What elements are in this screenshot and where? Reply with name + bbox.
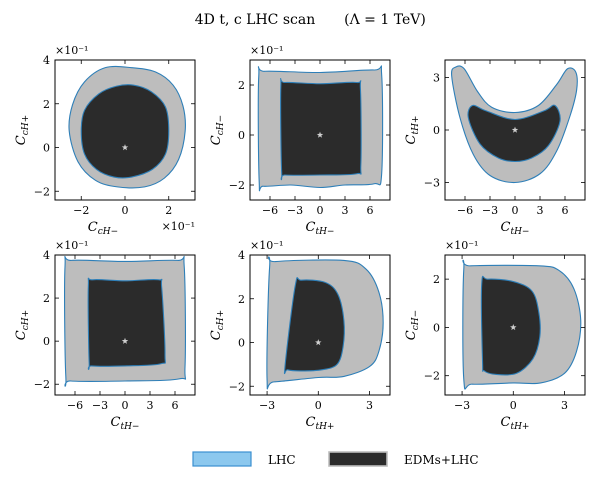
- axes-frame: [444, 254, 586, 396]
- y-axis-label: CcH+: [14, 115, 31, 145]
- plot-area: [266, 256, 384, 390]
- y-tick-label: 0: [238, 129, 245, 142]
- x-tick-label: 3: [366, 399, 373, 412]
- y-tick-label: −2: [229, 380, 245, 393]
- x-tick-label: 3: [537, 204, 544, 217]
- y-tick-label: 0: [43, 335, 50, 348]
- panel-3: −6 −3 0 3 6 −3 0 3 CtH− CtH+: [404, 59, 586, 237]
- x-tick-label: 2: [165, 204, 172, 217]
- x-tick-label: −6: [67, 399, 83, 412]
- y-tick-label: −2: [34, 378, 50, 391]
- x-axis-label: CtH−: [501, 220, 530, 237]
- best-fit-star-icon: [121, 144, 129, 151]
- x-tick-label: 0: [122, 399, 129, 412]
- x-tick-label: −3: [259, 399, 275, 412]
- edm-lhc-region: [480, 275, 541, 376]
- legend-label-lhc: LHC: [268, 453, 296, 467]
- x-axis-label: CtH−: [111, 415, 140, 432]
- plot-area: [68, 65, 186, 189]
- x-tick-label: −3: [92, 399, 108, 412]
- y-axis-label: CcH+: [209, 310, 226, 340]
- x-axis-label: CcH−: [88, 220, 118, 237]
- y-tick-label: 0: [238, 337, 245, 350]
- y-tick-label: 4: [238, 249, 245, 262]
- plot-area: [451, 65, 578, 184]
- axes-frame: [249, 254, 391, 396]
- x-tick-label: 0: [510, 399, 517, 412]
- y-tick-label: −2: [424, 370, 440, 383]
- best-fit-star-icon: [121, 337, 129, 344]
- edm-lhc-region: [467, 104, 561, 163]
- y-tick-label: 4: [43, 249, 50, 262]
- title-text: 4D t, c LHC scan: [195, 12, 315, 28]
- x-tick-label: −3: [454, 399, 470, 412]
- y-tick-label: −3: [424, 177, 440, 190]
- plot-area: [64, 255, 187, 387]
- y-exponent-label: ×10⁻¹: [250, 44, 283, 57]
- y-tick-label: 0: [433, 321, 440, 334]
- x-tick-label: 3: [561, 399, 568, 412]
- y-tick-label: 3: [433, 72, 440, 85]
- x-exponent-label: ×10⁻¹: [162, 220, 195, 233]
- y-tick-label: 0: [433, 124, 440, 137]
- y-tick-label: −2: [34, 185, 50, 198]
- x-tick-label: −6: [457, 204, 473, 217]
- x-axis-label: CtH+: [306, 415, 335, 432]
- x-tick-label: 0: [122, 204, 129, 217]
- best-fit-star-icon: [315, 339, 322, 346]
- best-fit-star-icon: [316, 131, 324, 138]
- panel-1: −2 0 2 −2 0 2 4 ×10⁻¹ ×10⁻¹ CcH− CcH+: [14, 44, 196, 237]
- y-exponent-label: ×10⁻¹: [55, 44, 88, 57]
- panel-4: −6 −3 0 3 6 −2 0 2 4 ×10⁻¹ CtH− CcH+: [14, 239, 196, 432]
- x-tick-label: 6: [172, 399, 179, 412]
- y-tick-label: 2: [43, 292, 50, 305]
- x-tick-label: 0: [317, 204, 324, 217]
- edm-lhc-region: [80, 84, 170, 179]
- edm-lhc-region: [87, 277, 166, 370]
- y-axis-label: CcH−: [209, 115, 226, 145]
- edm-lhc-region: [283, 277, 345, 375]
- y-exponent-label: ×10⁻¹: [55, 239, 88, 252]
- y-axis-label: CcH+: [14, 310, 31, 340]
- y-exponent-label: ×10⁻¹: [250, 239, 283, 252]
- x-tick-label: 3: [342, 204, 349, 217]
- y-axis-label: CcH−: [404, 310, 421, 340]
- x-tick-label: 6: [562, 204, 569, 217]
- figure-title: 4D t, c LHC scan (Λ = 1 TeV): [195, 12, 426, 28]
- plot-area: [462, 259, 582, 390]
- y-axis-label: CtH+: [404, 116, 421, 145]
- plot-area: [257, 65, 384, 192]
- panel-2: −6 −3 0 3 6 −2 0 2 ×10⁻¹ CtH− CcH−: [209, 44, 391, 237]
- y-tick-label: 2: [43, 98, 50, 111]
- best-fit-star-icon: [510, 324, 517, 331]
- panel-6: −3 0 3 −2 0 2 ×10⁻¹ CtH+ CcH−: [404, 239, 586, 432]
- y-tick-label: 4: [43, 54, 50, 67]
- panel-5: −3 0 3 −2 0 2 4 ×10⁻¹ CtH+ CcH+: [209, 239, 391, 432]
- best-fit-star-icon: [511, 126, 519, 133]
- x-tick-label: −6: [262, 204, 278, 217]
- x-tick-label: 3: [147, 399, 154, 412]
- x-tick-label: −3: [482, 204, 498, 217]
- legend-swatch-edm: [328, 451, 388, 467]
- x-tick-label: 6: [367, 204, 374, 217]
- x-tick-label: 0: [512, 204, 519, 217]
- legend-label-edm: EDMs+LHC: [404, 453, 479, 467]
- legend: LHC EDMs+LHC: [192, 451, 479, 467]
- x-axis-label: CtH−: [306, 220, 335, 237]
- y-tick-label: 0: [43, 142, 50, 155]
- subtitle-text: (Λ = 1 TeV): [344, 12, 426, 28]
- x-tick-label: −2: [73, 204, 89, 217]
- y-tick-label: 2: [238, 293, 245, 306]
- x-axis-label: CtH+: [501, 415, 530, 432]
- y-exponent-label: ×10⁻¹: [445, 239, 478, 252]
- edm-lhc-region: [280, 78, 362, 181]
- y-tick-label: 2: [238, 79, 245, 92]
- y-tick-label: 2: [433, 273, 440, 286]
- y-tick-label: −2: [229, 179, 245, 192]
- x-tick-label: 0: [315, 399, 322, 412]
- x-tick-label: −3: [287, 204, 303, 217]
- legend-swatch-lhc: [192, 451, 252, 467]
